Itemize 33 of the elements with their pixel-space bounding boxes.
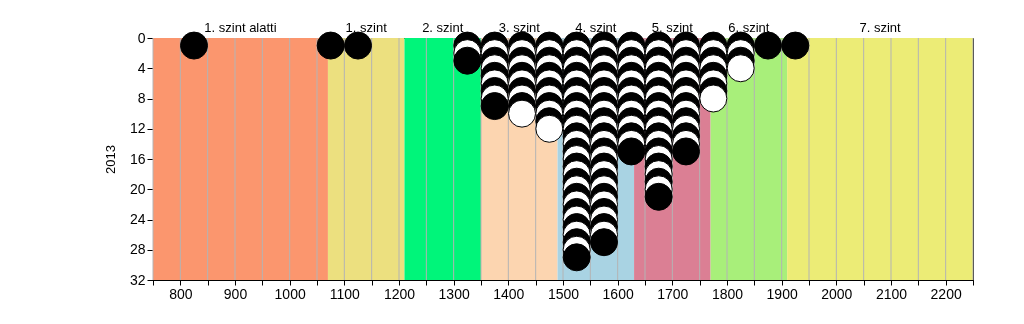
band-label: 6. szint xyxy=(728,20,770,35)
y-axis-title: 2013 xyxy=(102,145,118,174)
y-tick-label: 20 xyxy=(129,180,146,197)
y-tick-label: 4 xyxy=(137,59,146,76)
x-tick-label: 2200 xyxy=(930,285,962,302)
x-tick-label: 1900 xyxy=(766,285,798,302)
x-tick-label: 1600 xyxy=(602,285,634,302)
y-tick-label: 16 xyxy=(129,150,146,167)
band-label: 1. szint alatti xyxy=(204,20,277,35)
y-tick-label: 24 xyxy=(129,211,146,227)
x-tick-label: 1000 xyxy=(274,285,306,302)
x-tick-label: 2000 xyxy=(821,285,853,302)
y-tick-label: 32 xyxy=(129,271,146,288)
y-tick-label: 28 xyxy=(129,241,146,258)
y-tick-label: 0 xyxy=(137,29,146,46)
x-tick-label: 1800 xyxy=(711,285,744,302)
band-label: 2. szint xyxy=(422,20,464,35)
x-tick-label: 1200 xyxy=(383,285,416,302)
x-tick-label: 1500 xyxy=(547,285,580,302)
x-tick-label: 900 xyxy=(223,285,248,302)
y-tick-label: 8 xyxy=(137,90,146,106)
x-tick-label: 800 xyxy=(169,285,193,302)
x-tick-label: 1100 xyxy=(329,285,361,302)
x-tick-label: 1700 xyxy=(657,285,689,302)
band-label: 3. szint xyxy=(498,20,541,35)
band-label: 5. szint xyxy=(651,20,694,35)
band-label: 4. szint xyxy=(575,20,617,35)
x-tick-label: 1300 xyxy=(438,285,470,302)
band-label: 7. szint xyxy=(859,20,902,35)
y-tick-label: 12 xyxy=(129,120,146,137)
x-tick-label: 1400 xyxy=(493,285,525,302)
band-label: 1. szint xyxy=(345,20,388,35)
x-tick-label: 2100 xyxy=(875,285,908,302)
